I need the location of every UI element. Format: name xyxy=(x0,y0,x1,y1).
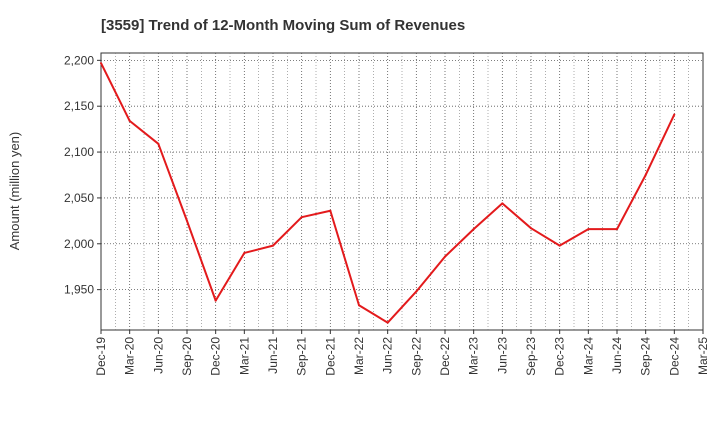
y-tick-label: 2,000 xyxy=(64,237,94,251)
x-tick-label: Jun-22 xyxy=(381,337,395,374)
x-tick-label: Dec-22 xyxy=(438,337,452,376)
x-tick-label: Mar-20 xyxy=(123,337,137,375)
x-tick-label: Mar-21 xyxy=(237,337,251,375)
x-tick-label: Sep-22 xyxy=(409,337,423,376)
x-tick-label: Dec-19 xyxy=(94,337,108,376)
x-tick-label: Sep-23 xyxy=(524,337,538,376)
data-point xyxy=(300,216,303,219)
x-tick-label: Dec-20 xyxy=(209,337,223,376)
x-tick-label: Sep-24 xyxy=(639,337,653,376)
data-point xyxy=(386,321,389,324)
x-tick-label: Mar-22 xyxy=(352,337,366,375)
data-point xyxy=(558,244,561,247)
x-tick-label: Jun-20 xyxy=(151,337,165,374)
y-tick-label: 2,200 xyxy=(64,53,94,67)
y-tick-label: 2,050 xyxy=(64,191,94,205)
data-point xyxy=(472,228,475,231)
data-point xyxy=(186,219,188,222)
x-tick-label: Jun-21 xyxy=(266,337,280,374)
data-point xyxy=(415,290,418,293)
data-point xyxy=(100,62,102,65)
x-tick-label: Mar-25 xyxy=(696,337,710,375)
y-axis-ticks: 1,950 2,000 2,050 2,100 2,150 2,200 xyxy=(64,53,101,297)
data-point xyxy=(272,244,274,247)
data-point xyxy=(530,227,532,230)
data-point xyxy=(501,202,504,205)
y-tick-label: 1,950 xyxy=(64,283,94,297)
x-tick-label: Sep-20 xyxy=(180,337,194,376)
data-point xyxy=(673,113,676,116)
y-axis-label: Amount (million yen) xyxy=(7,132,22,251)
data-point xyxy=(243,251,246,254)
y-tick-label: 2,100 xyxy=(64,145,94,159)
grid-lines xyxy=(101,53,703,330)
series-group xyxy=(100,62,676,324)
x-tick-label: Dec-21 xyxy=(323,337,337,376)
x-tick-label: Sep-21 xyxy=(295,337,309,376)
x-tick-label: Dec-23 xyxy=(553,337,567,376)
data-point xyxy=(329,209,332,212)
x-tick-label: Jun-23 xyxy=(495,337,509,374)
data-point xyxy=(616,228,618,231)
x-tick-label: Jun-24 xyxy=(610,337,624,374)
x-axis-ticks: Dec-19 Mar-20 Jun-20 Sep-20 Dec-20 Mar-21 Jun-… xyxy=(94,330,710,376)
y-tick-label: 2,150 xyxy=(64,99,94,113)
chart-title: [3559] Trend of 12-Month Moving Sum of R… xyxy=(101,17,465,34)
x-tick-label: Mar-23 xyxy=(467,337,481,375)
x-tick-label: Dec-24 xyxy=(667,337,681,376)
data-point xyxy=(157,142,160,145)
data-point xyxy=(128,119,131,122)
data-point xyxy=(214,299,217,302)
data-point xyxy=(358,304,360,307)
data-point xyxy=(644,173,647,176)
x-tick-label: Mar-24 xyxy=(581,337,595,375)
data-point xyxy=(587,228,590,231)
data-point xyxy=(444,255,446,258)
